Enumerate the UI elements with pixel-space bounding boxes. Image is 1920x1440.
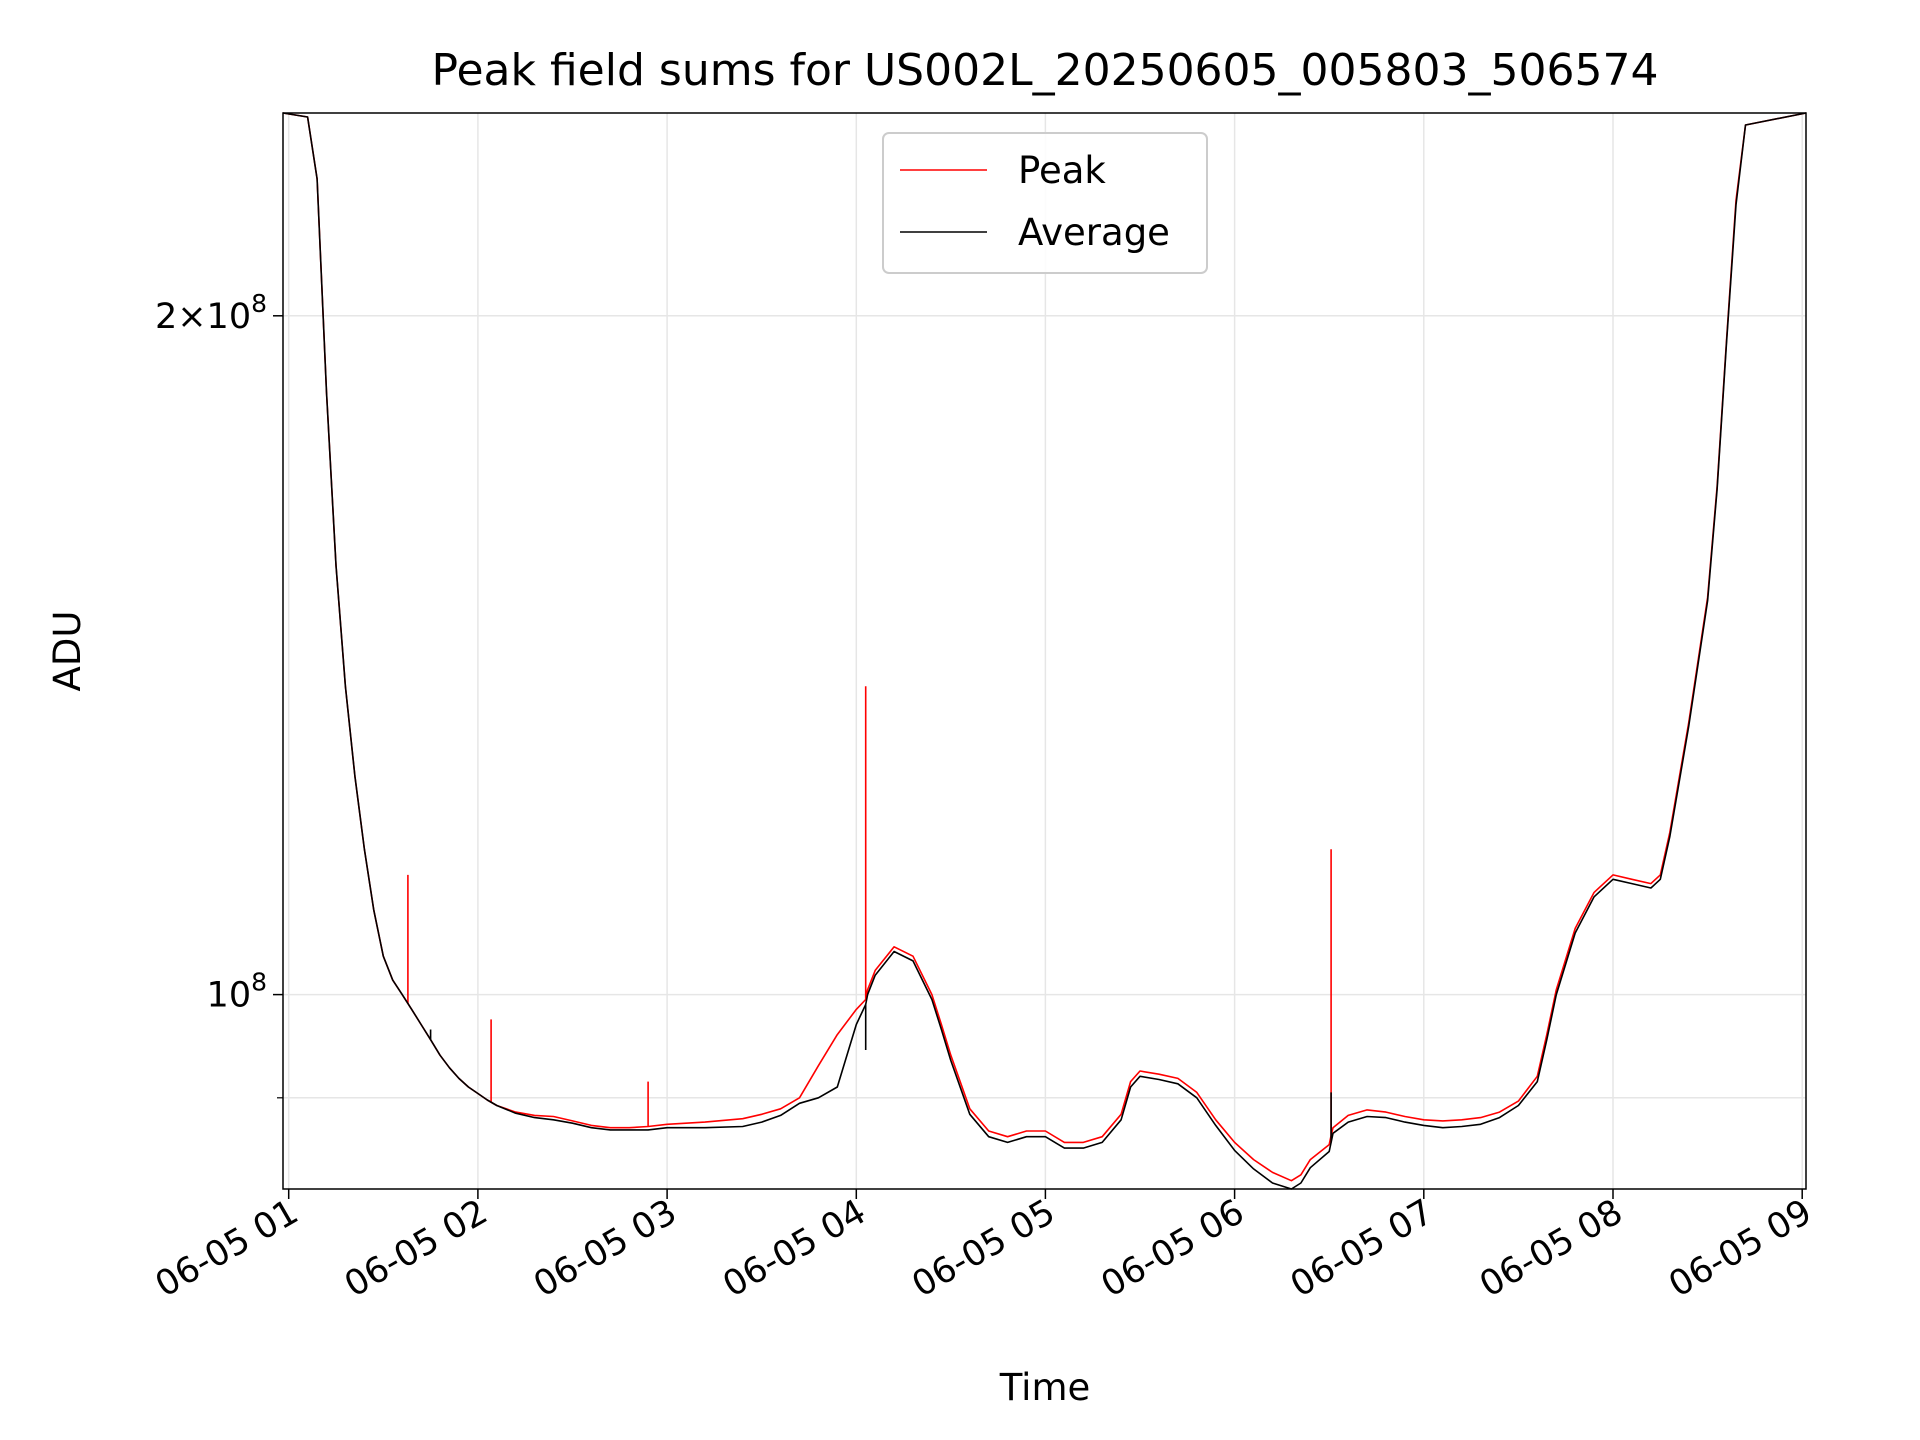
series-layer <box>282 112 1807 1190</box>
chart-title: Peak field sums for US002L_20250605_0058… <box>432 45 1659 96</box>
y-tick-label-1: 2×108 <box>155 289 267 337</box>
plot-frame <box>282 112 1807 1190</box>
legend-average-label: Average <box>1018 211 1170 254</box>
series-average-line <box>282 112 1807 1190</box>
legend-peak-label: Peak <box>1018 149 1106 192</box>
y-tick-label-0: 108 <box>207 968 267 1016</box>
plot-area <box>283 113 1806 1189</box>
x-axis-label: Time <box>999 1366 1091 1409</box>
y-axis: 108 2×108 <box>155 289 283 1099</box>
legend-box <box>882 132 1208 274</box>
y-axis-label: ADU <box>46 611 89 692</box>
gridlines <box>283 113 1806 1189</box>
legend: Peak Average <box>882 132 1208 274</box>
